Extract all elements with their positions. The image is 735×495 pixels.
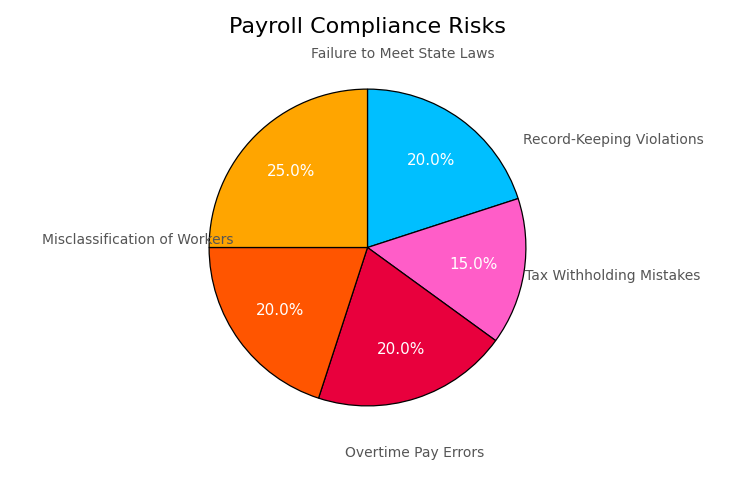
Wedge shape (318, 248, 495, 406)
Text: Failure to Meet State Laws: Failure to Meet State Laws (310, 47, 494, 61)
Wedge shape (209, 248, 368, 398)
Text: Overtime Pay Errors: Overtime Pay Errors (345, 446, 484, 460)
Wedge shape (368, 198, 526, 341)
Text: 25.0%: 25.0% (267, 164, 315, 179)
Text: 20.0%: 20.0% (406, 153, 455, 168)
Text: Tax Withholding Mistakes: Tax Withholding Mistakes (526, 269, 700, 283)
Text: 15.0%: 15.0% (450, 257, 498, 272)
Text: Record-Keeping Violations: Record-Keeping Violations (523, 133, 703, 147)
Text: 20.0%: 20.0% (376, 343, 425, 357)
Wedge shape (209, 89, 368, 248)
Title: Payroll Compliance Risks: Payroll Compliance Risks (229, 17, 506, 37)
Text: Misclassification of Workers: Misclassification of Workers (42, 233, 234, 247)
Wedge shape (368, 89, 518, 248)
Text: 20.0%: 20.0% (257, 303, 304, 318)
